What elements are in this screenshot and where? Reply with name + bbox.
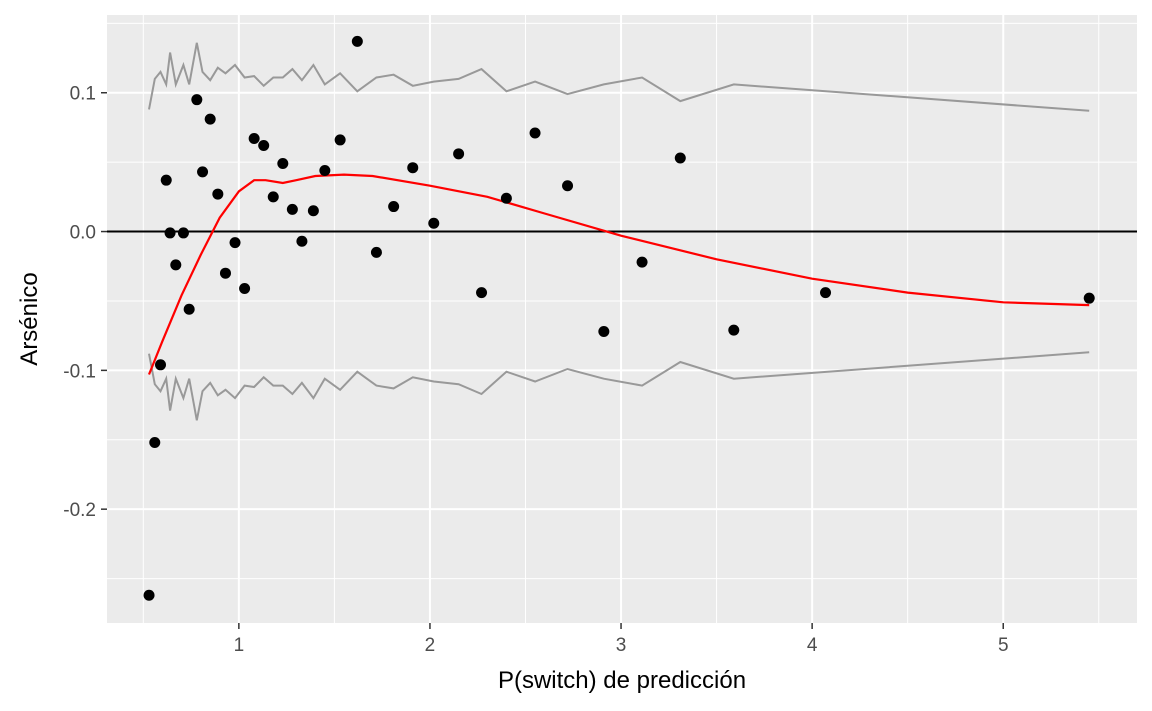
x-tick-label: 1 xyxy=(234,635,245,656)
data-point xyxy=(319,164,331,176)
data-point xyxy=(258,139,270,151)
smooth-curve xyxy=(147,173,1090,375)
data-point xyxy=(248,133,260,145)
data-point xyxy=(143,589,155,601)
y-tick-label: -0.2 xyxy=(63,500,96,521)
data-point xyxy=(728,324,740,336)
data-point xyxy=(674,152,686,164)
data-point xyxy=(598,325,610,337)
data-point xyxy=(164,227,176,239)
data-point xyxy=(820,287,832,299)
y-tick-label: 0.0 xyxy=(70,223,96,244)
x-tick-label: 3 xyxy=(616,635,627,656)
x-axis-title: P(switch) de predicción xyxy=(498,667,746,694)
data-point xyxy=(149,437,161,449)
data-point xyxy=(219,267,231,279)
data-point xyxy=(155,359,167,371)
data-point xyxy=(476,287,488,299)
upper-band-line xyxy=(148,42,1090,112)
data-point xyxy=(160,174,172,186)
x-axis: 1 2 3 4 5 xyxy=(234,623,1009,656)
data-point xyxy=(562,180,574,192)
data-point xyxy=(1083,292,1095,304)
data-point xyxy=(500,192,512,204)
data-point xyxy=(170,259,182,271)
data-point xyxy=(351,35,363,47)
data-point xyxy=(453,148,465,160)
data-point xyxy=(183,303,195,315)
y-axis-title: Arsénico xyxy=(16,272,43,365)
y-axis: 0.1 0.0 -0.1 -0.2 xyxy=(63,84,107,521)
data-point xyxy=(277,158,289,170)
data-point xyxy=(296,235,308,247)
data-point xyxy=(229,237,241,249)
data-point xyxy=(407,162,419,174)
y-tick-label: 0.1 xyxy=(70,84,96,105)
x-tick-label: 2 xyxy=(425,635,436,656)
data-point xyxy=(204,113,216,125)
data-point xyxy=(177,227,189,239)
data-point xyxy=(307,205,319,217)
data-point xyxy=(191,94,203,106)
data-point xyxy=(636,256,648,268)
x-tick-label: 5 xyxy=(998,635,1009,656)
data-point xyxy=(529,127,541,139)
data-point xyxy=(212,188,224,200)
data-point xyxy=(286,203,298,215)
data-point xyxy=(239,282,251,294)
data-points xyxy=(143,35,1095,601)
data-point xyxy=(197,166,209,178)
data-point xyxy=(370,246,382,258)
data-point xyxy=(267,191,279,203)
data-point xyxy=(334,134,346,146)
data-point xyxy=(388,201,400,213)
y-tick-label: -0.1 xyxy=(63,361,96,382)
data-point xyxy=(428,217,440,229)
x-tick-label: 4 xyxy=(807,635,818,656)
lower-band-line xyxy=(148,351,1090,421)
